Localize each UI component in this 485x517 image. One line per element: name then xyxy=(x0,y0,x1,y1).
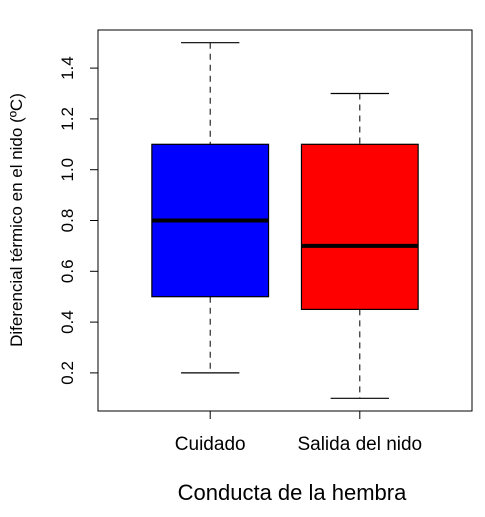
box xyxy=(300,143,419,311)
y-tick-label: 0.8 xyxy=(58,209,77,233)
y-tick-label: 0.4 xyxy=(58,310,77,334)
x-tick-label: Salida del nido xyxy=(297,434,422,455)
y-axis: 0.2 0.4 0.6 0.8 1.0 1.2 1.4 xyxy=(58,56,99,385)
x-axis: Cuidado Salida del nido xyxy=(175,410,422,455)
x-tick-label: Cuidado xyxy=(175,434,246,455)
y-tick-label: 1.4 xyxy=(58,56,77,80)
boxes xyxy=(151,42,419,399)
y-tick-label: 0.6 xyxy=(58,259,77,283)
y-tick-label: 1.2 xyxy=(58,107,77,131)
y-tick-label: 0.2 xyxy=(58,361,77,385)
y-axis-label: Diferencial térmico en el nido (ºC) xyxy=(7,93,26,347)
y-tick-label: 1.0 xyxy=(58,158,77,182)
x-axis-label: Conducta de la hembra xyxy=(178,480,407,505)
